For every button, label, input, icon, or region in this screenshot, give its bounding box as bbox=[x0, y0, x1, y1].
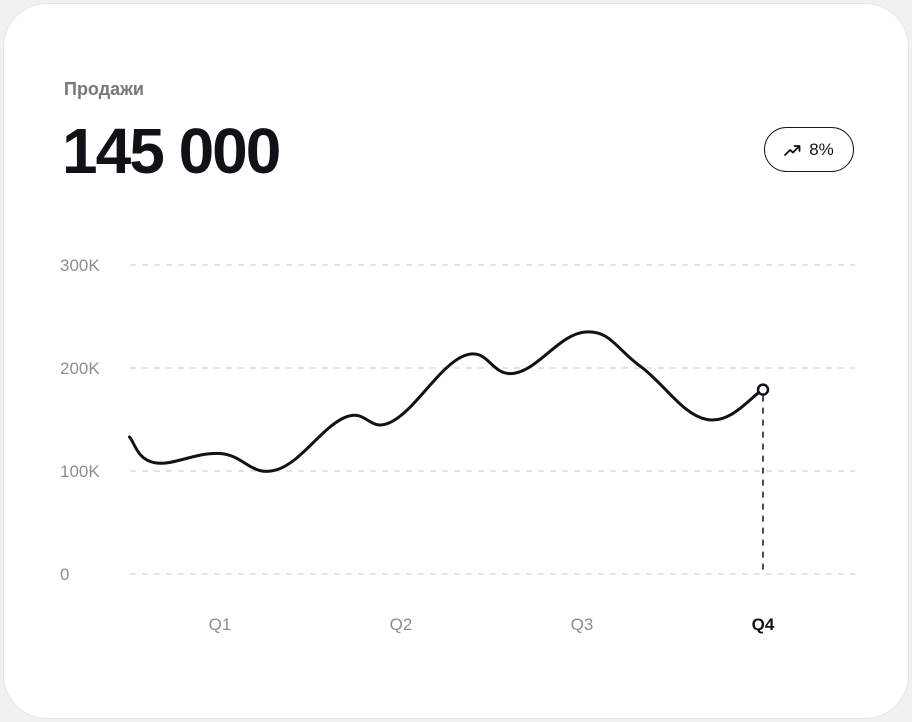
sales-total: 145 000 bbox=[62, 115, 281, 187]
y-tick-label: 100K bbox=[60, 462, 100, 481]
trending-up-icon bbox=[784, 144, 801, 156]
y-tick-label: 0 bbox=[60, 565, 69, 584]
x-tick-label: Q1 bbox=[209, 615, 232, 634]
x-tick-label: Q3 bbox=[571, 615, 594, 634]
card-title: Продажи bbox=[64, 79, 144, 99]
change-value: 8% bbox=[809, 139, 834, 159]
change-badge[interactable]: 8% bbox=[764, 127, 854, 172]
sales-line bbox=[128, 330, 765, 473]
y-tick-label: 300K bbox=[60, 256, 100, 275]
x-tick-label: Q4 bbox=[752, 615, 775, 634]
x-tick-label: Q2 bbox=[390, 615, 413, 634]
last-point-marker bbox=[756, 383, 770, 396]
y-tick-label: 200K bbox=[60, 359, 100, 378]
